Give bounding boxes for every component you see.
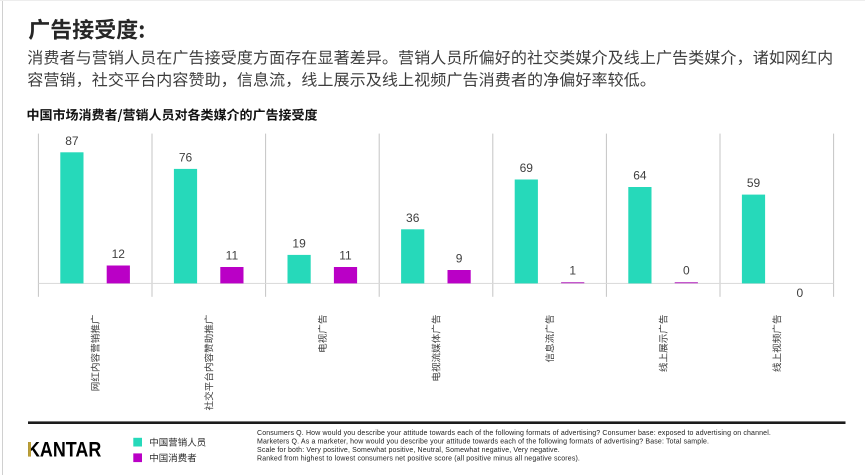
svg-text:1: 1 [569,264,576,278]
svg-text:0: 0 [683,264,690,278]
svg-text:Scale for both: Very positive,: Scale for both: Very positive, Somewhat … [257,447,560,454]
svg-text:59: 59 [747,176,761,190]
svg-text:12: 12 [112,247,126,261]
svg-text:19: 19 [292,237,306,251]
svg-text:76: 76 [179,151,193,165]
svg-text:64: 64 [633,169,647,183]
svg-text:Marketers Q. As a marketer, ho: Marketers Q. As a marketer, how would yo… [257,438,709,445]
svg-text:11: 11 [226,249,239,263]
svg-text:KANTAR: KANTAR [27,438,101,462]
svg-text:9: 9 [456,252,463,266]
svg-text:36: 36 [406,211,420,225]
svg-text:Ranked from highest to lowest: Ranked from highest to lowest consumers … [257,455,580,462]
svg-text:69: 69 [520,161,534,175]
svg-text:11: 11 [339,249,352,263]
svg-text:87: 87 [65,134,79,148]
svg-text:Consumers Q. How would you des: Consumers Q. How would you describe your… [257,430,771,437]
svg-text:0: 0 [797,286,804,300]
